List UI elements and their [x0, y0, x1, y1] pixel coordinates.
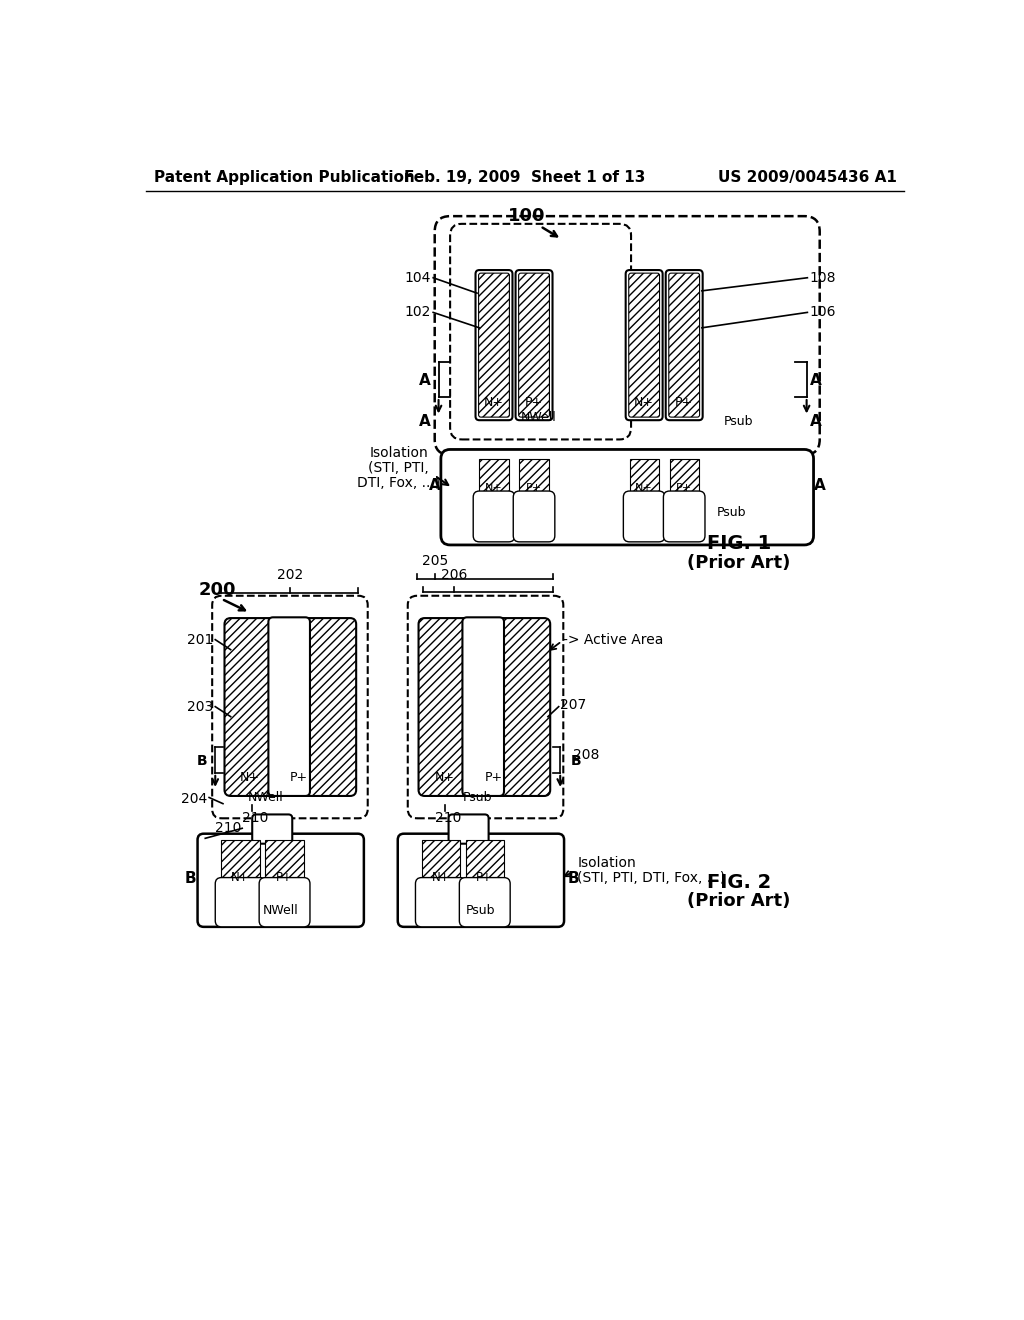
- Bar: [670, 459, 698, 502]
- Text: 201: 201: [187, 632, 214, 647]
- FancyBboxPatch shape: [224, 618, 356, 796]
- Text: 210: 210: [243, 812, 268, 825]
- Text: B: B: [567, 871, 579, 886]
- Text: Psub: Psub: [724, 414, 754, 428]
- FancyBboxPatch shape: [513, 491, 555, 543]
- FancyBboxPatch shape: [669, 273, 699, 417]
- Text: 203: 203: [187, 700, 214, 714]
- Text: P+: P+: [485, 771, 503, 784]
- Text: 204: 204: [181, 792, 208, 807]
- FancyBboxPatch shape: [215, 878, 266, 927]
- Text: 100: 100: [508, 207, 546, 226]
- Bar: [466, 840, 504, 890]
- Text: N+: N+: [485, 483, 503, 494]
- Text: N+: N+: [431, 871, 451, 884]
- Text: P+: P+: [476, 871, 494, 884]
- Text: P+: P+: [675, 396, 693, 409]
- Text: Psub: Psub: [466, 904, 496, 917]
- FancyBboxPatch shape: [624, 491, 665, 543]
- FancyBboxPatch shape: [475, 271, 512, 420]
- Text: P+: P+: [525, 396, 543, 409]
- Text: P+: P+: [676, 483, 692, 494]
- FancyBboxPatch shape: [419, 618, 550, 796]
- Text: A: A: [419, 414, 431, 429]
- Text: A: A: [810, 414, 821, 429]
- FancyBboxPatch shape: [397, 834, 564, 927]
- FancyBboxPatch shape: [463, 618, 504, 796]
- FancyBboxPatch shape: [515, 271, 553, 420]
- Text: (STI, PTI, DTI, Fox, ...): (STI, PTI, DTI, Fox, ...): [578, 871, 725, 886]
- Text: 208: 208: [573, 748, 600, 762]
- Text: (Prior Art): (Prior Art): [687, 553, 791, 572]
- Text: 205: 205: [422, 554, 447, 568]
- Text: P+: P+: [276, 871, 293, 884]
- FancyBboxPatch shape: [441, 449, 813, 545]
- Text: 102: 102: [404, 305, 431, 319]
- Text: P+: P+: [526, 483, 542, 494]
- Text: (STI, PTI,: (STI, PTI,: [369, 461, 429, 475]
- Text: N+: N+: [231, 871, 250, 884]
- Text: Psub: Psub: [717, 506, 745, 519]
- Text: 210: 210: [215, 821, 242, 836]
- FancyBboxPatch shape: [478, 273, 509, 417]
- FancyBboxPatch shape: [664, 491, 705, 543]
- Text: Patent Application Publication: Patent Application Publication: [154, 170, 415, 185]
- Text: N+: N+: [634, 396, 654, 409]
- FancyBboxPatch shape: [259, 878, 310, 927]
- FancyBboxPatch shape: [473, 491, 515, 543]
- Text: A: A: [419, 372, 431, 388]
- Text: NWell: NWell: [263, 904, 299, 917]
- Text: US 2009/0045436 A1: US 2009/0045436 A1: [718, 170, 897, 185]
- FancyBboxPatch shape: [629, 273, 659, 417]
- Text: P+: P+: [290, 771, 307, 784]
- FancyBboxPatch shape: [252, 814, 292, 843]
- Bar: [479, 459, 509, 502]
- Bar: [519, 459, 549, 502]
- FancyBboxPatch shape: [460, 878, 510, 927]
- Bar: [630, 459, 658, 502]
- Text: Isolation: Isolation: [578, 855, 636, 870]
- Text: -> Active Area: -> Active Area: [563, 632, 664, 647]
- Text: B: B: [571, 754, 582, 767]
- FancyBboxPatch shape: [666, 271, 702, 420]
- Text: 108: 108: [810, 271, 837, 285]
- Text: Psub: Psub: [462, 791, 492, 804]
- Text: NWell: NWell: [248, 791, 284, 804]
- Text: 210: 210: [435, 812, 461, 825]
- Text: B: B: [184, 871, 196, 886]
- Text: 104: 104: [404, 271, 431, 285]
- FancyBboxPatch shape: [268, 618, 310, 796]
- Text: N+: N+: [635, 483, 653, 494]
- Text: 106: 106: [810, 305, 837, 319]
- Text: N+: N+: [240, 771, 260, 784]
- Text: DTI, Fox, ...): DTI, Fox, ...): [357, 477, 440, 490]
- Text: A: A: [810, 372, 821, 388]
- Text: FIG. 2: FIG. 2: [707, 873, 771, 892]
- Text: Isolation: Isolation: [369, 446, 428, 459]
- Text: NWell: NWell: [521, 411, 556, 424]
- Text: 207: 207: [560, 698, 587, 711]
- Text: B: B: [197, 754, 208, 767]
- Text: 206: 206: [440, 568, 467, 582]
- Text: N+: N+: [435, 771, 455, 784]
- Text: (Prior Art): (Prior Art): [687, 892, 791, 911]
- FancyBboxPatch shape: [449, 814, 488, 843]
- FancyBboxPatch shape: [518, 273, 550, 417]
- Bar: [422, 840, 460, 890]
- FancyBboxPatch shape: [416, 878, 466, 927]
- Text: Feb. 19, 2009  Sheet 1 of 13: Feb. 19, 2009 Sheet 1 of 13: [404, 170, 645, 185]
- FancyBboxPatch shape: [626, 271, 663, 420]
- Text: A: A: [429, 478, 441, 494]
- Bar: [221, 840, 260, 890]
- Text: 202: 202: [276, 568, 303, 582]
- Text: FIG. 1: FIG. 1: [707, 533, 771, 553]
- Bar: [265, 840, 304, 890]
- Text: A: A: [813, 478, 825, 494]
- FancyBboxPatch shape: [198, 834, 364, 927]
- Text: N+: N+: [484, 396, 504, 409]
- Text: 200: 200: [199, 581, 236, 598]
